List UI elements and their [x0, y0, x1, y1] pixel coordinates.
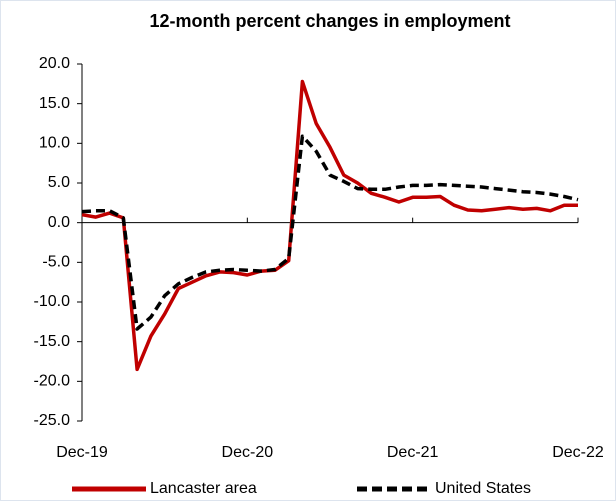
x-tick-label: Dec-22: [552, 444, 604, 461]
y-tick-label: -15.0: [34, 333, 71, 350]
x-tick-label: Dec-20: [222, 444, 274, 461]
y-tick-label: 0.0: [48, 214, 70, 231]
legend-label: United States: [435, 480, 531, 497]
series-line: [81, 134, 579, 331]
series-line: [81, 79, 578, 372]
y-tick-label: 15.0: [39, 95, 70, 112]
y-tick-label: 5.0: [48, 174, 70, 191]
y-tick-label: -20.0: [34, 373, 71, 390]
y-tick-label: -5.0: [42, 254, 70, 271]
chart-title: 12-month percent changes in employment: [149, 11, 510, 31]
y-tick-label: 20.0: [39, 55, 70, 72]
y-tick-label: 10.0: [39, 135, 70, 152]
legend-label: Lancaster area: [150, 480, 257, 497]
x-tick-label: Dec-21: [387, 444, 439, 461]
y-tick-label: -10.0: [34, 293, 71, 310]
x-tick-label: Dec-19: [56, 444, 108, 461]
y-tick-label: -25.0: [34, 412, 71, 429]
